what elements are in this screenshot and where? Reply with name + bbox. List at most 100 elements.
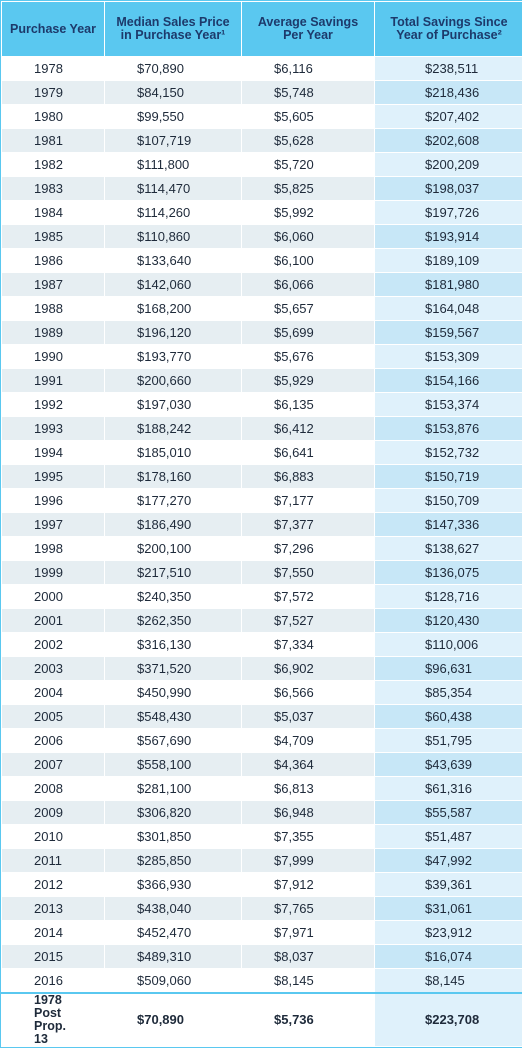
cell: $8,145 <box>375 969 522 993</box>
cell: $5,657 <box>242 297 375 321</box>
cell: $111,800 <box>105 153 242 177</box>
cell: $6,883 <box>242 465 375 489</box>
data-row: 1982$111,800$5,720$200,209 <box>2 153 522 177</box>
data-row: 1996$177,270$7,177$150,709 <box>2 489 522 513</box>
cell: $51,795 <box>375 729 522 753</box>
cell: 2011 <box>2 849 105 873</box>
cell: $164,048 <box>375 297 522 321</box>
cell: 2016 <box>2 969 105 993</box>
cell: $8,037 <box>242 945 375 969</box>
cell: 1981 <box>2 129 105 153</box>
cell: $6,100 <box>242 249 375 273</box>
cell: $186,490 <box>105 513 242 537</box>
cell: $5,699 <box>242 321 375 345</box>
header-row: Purchase Year Median Sales Price in Purc… <box>2 2 522 57</box>
header-cell: Total Savings Since Year of Purchase² <box>375 2 522 57</box>
data-row: 2010$301,850$7,355$51,487 <box>2 825 522 849</box>
cell: 1982 <box>2 153 105 177</box>
cell: 2014 <box>2 921 105 945</box>
cell: $5,825 <box>242 177 375 201</box>
cell: $509,060 <box>105 969 242 993</box>
cell: $138,627 <box>375 537 522 561</box>
cell: $5,676 <box>242 345 375 369</box>
cell: 1980 <box>2 105 105 129</box>
cell: $85,354 <box>375 681 522 705</box>
data-row: 1997$186,490$7,377$147,336 <box>2 513 522 537</box>
cell: $6,813 <box>242 777 375 801</box>
cell: $43,639 <box>375 753 522 777</box>
cell: $281,100 <box>105 777 242 801</box>
cell: $114,470 <box>105 177 242 201</box>
data-row: 2006$567,690$4,709$51,795 <box>2 729 522 753</box>
cell: $142,060 <box>105 273 242 297</box>
cell: $6,116 <box>242 57 375 81</box>
cell: $193,770 <box>105 345 242 369</box>
cell: $181,980 <box>375 273 522 297</box>
cell: $5,628 <box>242 129 375 153</box>
data-row: 1987$142,060$6,066$181,980 <box>2 273 522 297</box>
cell: $7,296 <box>242 537 375 561</box>
cell: $55,587 <box>375 801 522 825</box>
cell: 2004 <box>2 681 105 705</box>
cell: 1979 <box>2 81 105 105</box>
cell: $5,992 <box>242 201 375 225</box>
cell: $110,860 <box>105 225 242 249</box>
cell: $489,310 <box>105 945 242 969</box>
cell: $153,876 <box>375 417 522 441</box>
cell: $306,820 <box>105 801 242 825</box>
cell: $5,605 <box>242 105 375 129</box>
cell: $223,708 <box>375 993 522 1047</box>
cell: $23,912 <box>375 921 522 945</box>
cell: $120,430 <box>375 609 522 633</box>
cell: 1992 <box>2 393 105 417</box>
cell: $185,010 <box>105 441 242 465</box>
cell: $4,709 <box>242 729 375 753</box>
cell: $31,061 <box>375 897 522 921</box>
cell: 1994 <box>2 441 105 465</box>
cell: $200,100 <box>105 537 242 561</box>
cell: $6,948 <box>242 801 375 825</box>
data-row: 1992$197,030$6,135$153,374 <box>2 393 522 417</box>
cell: $61,316 <box>375 777 522 801</box>
cell: 2003 <box>2 657 105 681</box>
cell: $202,608 <box>375 129 522 153</box>
cell: $177,270 <box>105 489 242 513</box>
data-row: 1980$99,550$5,605$207,402 <box>2 105 522 129</box>
data-row: 1991$200,660$5,929$154,166 <box>2 369 522 393</box>
cell: $99,550 <box>105 105 242 129</box>
cell: $4,364 <box>242 753 375 777</box>
cell: $7,527 <box>242 609 375 633</box>
cell: $198,037 <box>375 177 522 201</box>
cell: $262,350 <box>105 609 242 633</box>
cell: $7,765 <box>242 897 375 921</box>
cell: $548,430 <box>105 705 242 729</box>
cell: $150,709 <box>375 489 522 513</box>
cell: 1984 <box>2 201 105 225</box>
cell: $438,040 <box>105 897 242 921</box>
cell: $153,309 <box>375 345 522 369</box>
cell: $7,971 <box>242 921 375 945</box>
cell: $96,631 <box>375 657 522 681</box>
cell: $197,726 <box>375 201 522 225</box>
data-row: 2012$366,930$7,912$39,361 <box>2 873 522 897</box>
data-row: 2015$489,310$8,037$16,074 <box>2 945 522 969</box>
data-row: 1993$188,242$6,412$153,876 <box>2 417 522 441</box>
cell: $189,109 <box>375 249 522 273</box>
data-row: 2011$285,850$7,999$47,992 <box>2 849 522 873</box>
data-row: 1983$114,470$5,825$198,037 <box>2 177 522 201</box>
header-cell: Average Savings Per Year <box>242 2 375 57</box>
cell: $196,120 <box>105 321 242 345</box>
cell: $6,135 <box>242 393 375 417</box>
cell: 2010 <box>2 825 105 849</box>
cell: $188,242 <box>105 417 242 441</box>
cell: $147,336 <box>375 513 522 537</box>
cell: $567,690 <box>105 729 242 753</box>
cell: $60,438 <box>375 705 522 729</box>
cell: $450,990 <box>105 681 242 705</box>
cell: 1999 <box>2 561 105 585</box>
cell: $6,566 <box>242 681 375 705</box>
cell: $207,402 <box>375 105 522 129</box>
cell: 1990 <box>2 345 105 369</box>
cell: $7,334 <box>242 633 375 657</box>
